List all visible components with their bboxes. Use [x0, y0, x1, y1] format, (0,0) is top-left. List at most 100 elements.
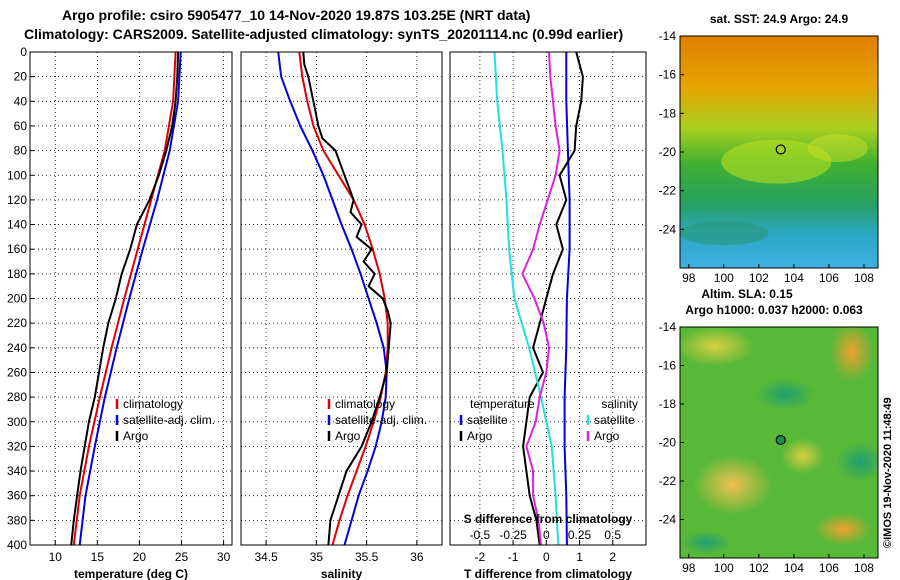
map-x-tick-label: 104 [784, 561, 804, 575]
legend-entry-0: climatology [123, 397, 183, 411]
legend-right-entry-1: Argo [594, 429, 620, 443]
legend-right-title: salinity [601, 397, 638, 411]
temperature-x-axis-label: temperature (deg C) [74, 567, 188, 580]
plot-title-line2: Climatology: CARS2009. Satellite-adjuste… [24, 26, 624, 42]
sla-high-anomaly [814, 513, 871, 546]
y-tick-label: 40 [14, 94, 28, 108]
map-y-tick-label: -18 [659, 106, 677, 120]
y-tick-label: 380 [7, 513, 27, 527]
x-tick-label: 20 [133, 550, 147, 564]
series-line-argo [302, 51, 392, 546]
sla-map-subtitle: Argo h1000: 0.037 h2000: 0.063 [685, 303, 863, 317]
y-tick-label: 360 [7, 489, 27, 503]
x-tick-label: 34.5 [254, 550, 278, 564]
salinity-x-axis-label: salinity [321, 567, 363, 580]
map-sst-field [680, 36, 878, 268]
map-y-tick-label: -24 [659, 222, 677, 236]
x-tick-label: 0 [543, 550, 550, 564]
legend-left-entry-1: Argo [467, 429, 493, 443]
y-tick-label: 200 [7, 292, 27, 306]
sla-anomaly [680, 327, 756, 367]
map-y-tick-label: -24 [659, 513, 677, 527]
legend-left-entry-0: satellite [467, 413, 508, 427]
series-line-climatology [72, 51, 177, 546]
y-tick-label: 260 [7, 365, 27, 379]
y-tick-label: 220 [7, 316, 27, 330]
map-x-tick-label: 106 [819, 271, 839, 285]
map-y-tick-label: -22 [659, 474, 677, 488]
map-y-tick-label: -20 [659, 145, 677, 159]
sst-map-title: sat. SST: 24.9 Argo: 24.9 [710, 12, 849, 26]
map-x-tick-label: 108 [854, 271, 874, 285]
map-y-tick-label: -14 [659, 320, 677, 334]
sla-high-anomaly [829, 327, 874, 383]
difference-frame [449, 51, 647, 546]
sla-high-anomaly [692, 454, 773, 515]
map-y-tick-label: -16 [659, 68, 677, 82]
y-tick-label: 320 [7, 439, 27, 453]
y-tick-label: 100 [7, 168, 27, 182]
map-x-tick-label: 104 [784, 271, 804, 285]
temperature-panel: 10 15 20 25 30 temperature (deg C) 0 20 40 60 80 10… [7, 45, 233, 580]
sst-warm-patch [807, 134, 868, 163]
argo-position-marker [775, 144, 786, 155]
map-y-tick-label: -18 [659, 397, 677, 411]
y-tick-label: 300 [7, 415, 27, 429]
x-tick-label: 15 [91, 550, 105, 564]
x2-tick-label: 0.25 [568, 528, 592, 542]
legend-left-title: temperature [470, 397, 535, 411]
series-line-argo [70, 51, 180, 546]
series-line-temperature-satellite [563, 52, 571, 546]
legend-right-entry-0: satellite [594, 413, 635, 427]
x-tick-label: 10 [49, 550, 63, 564]
difference-panel: -2 -1 0 1 2 T difference from climatology S di… [449, 51, 647, 580]
sla-low-anomaly [681, 530, 732, 555]
x-tick-label: 2 [609, 550, 616, 564]
legend-entry-2: Argo [335, 429, 361, 443]
map-x-tick-label: 102 [749, 561, 769, 575]
map-x-tick-label: 100 [714, 271, 734, 285]
y-tick-label: 280 [7, 390, 27, 404]
difference-plot-area [450, 52, 646, 545]
x-tick-label: 30 [217, 550, 231, 564]
legend-entry-1: satellite-adj. clim. [123, 413, 215, 427]
map-x-tick-label: 102 [749, 271, 769, 285]
map-y-tick-label: -22 [659, 184, 677, 198]
x-tick-label: 36 [410, 550, 424, 564]
y-tick-label: 20 [14, 70, 28, 84]
sla-map-title: Altim. SLA: 0.15 [701, 287, 793, 301]
y-tick-label: 340 [7, 464, 27, 478]
series-line-temperature-argo [522, 51, 584, 546]
sla-map-panel: -14 -16 -18 -20 -22 -24 98 100 102 104 106 108 Altim… [659, 287, 879, 575]
y-tick-label: 240 [7, 341, 27, 355]
y-tick-label: 140 [7, 218, 27, 232]
series-line-climatology [298, 51, 389, 546]
x-tick-label: 25 [175, 550, 189, 564]
series-line-salinity-satellite [493, 51, 560, 546]
map-x-tick-label: 108 [854, 561, 874, 575]
map-y-tick-label: -16 [659, 359, 677, 373]
y-tick-label: 120 [7, 193, 27, 207]
y-tick-label: 0 [20, 45, 27, 59]
y-tick-label: 60 [14, 119, 28, 133]
salinity-panel: 34.5 35 35.5 36 salinity climatology satellite… [240, 51, 443, 580]
x2-tick-label: 0 [543, 528, 550, 542]
x2-tick-label: -0.5 [470, 528, 491, 542]
legend-entry-0: climatology [335, 397, 395, 411]
x2-tick-label: -0.25 [499, 528, 527, 542]
series-line-satellite-adj-clim- [277, 51, 388, 546]
map-y-tick-label: -20 [659, 436, 677, 450]
x-tick-label: 35.5 [355, 550, 379, 564]
sla-anomaly [780, 437, 825, 474]
x-tick-label: 35 [310, 550, 324, 564]
y-tick-label: 160 [7, 242, 27, 256]
map-x-tick-label: 98 [682, 561, 696, 575]
y-tick-label: 400 [7, 538, 27, 552]
y-tick-label: 80 [14, 144, 28, 158]
legend-entry-1: satellite-adj. clim. [335, 413, 427, 427]
x-tick-label: -2 [475, 550, 486, 564]
diff-x2-axis-label: S difference from climatology [464, 512, 633, 526]
plot-title-line1: Argo profile: csiro 5905477_10 14-Nov-20… [62, 7, 531, 23]
y-tick-label: 180 [7, 267, 27, 281]
